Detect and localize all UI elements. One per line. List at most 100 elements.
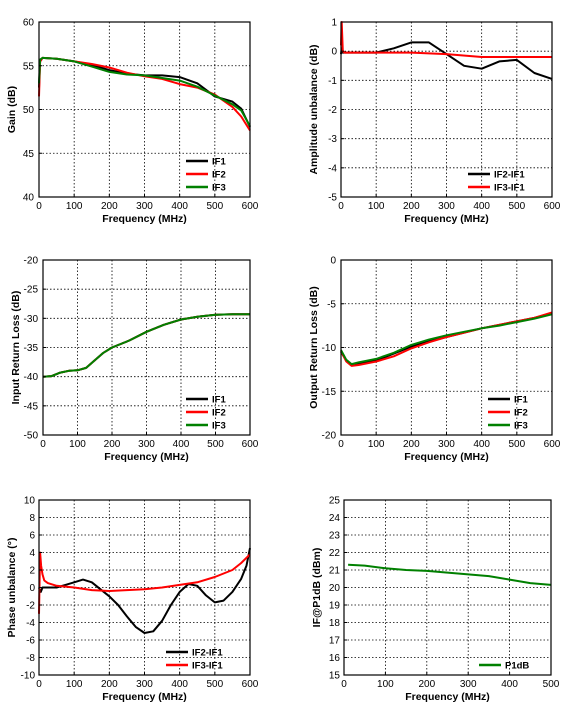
y-tick-label: 23 — [329, 531, 341, 542]
x-tick-label: 200 — [418, 679, 435, 690]
legend-label-if2: IF2 — [514, 408, 528, 419]
series-line-if3 — [42, 313, 250, 378]
x-axis-label: Frequency (MHz) — [404, 213, 489, 225]
series-line-if3 — [340, 313, 553, 366]
y-tick-label: 50 — [23, 105, 35, 116]
y-tick-label: 8 — [29, 513, 35, 524]
y-tick-label: -1 — [328, 76, 337, 87]
legend-label-p1db: P1dB — [505, 661, 529, 672]
x-tick-label: 200 — [403, 201, 420, 212]
x-tick-label: 600 — [544, 439, 561, 450]
legend-label-if3: IF3 — [514, 421, 528, 432]
phase-unbalance-chart: 0 100 200 300 400 500 600 -10 -8 -6 -4 -2 0 2 4 6 8 10 Fre… — [6, 496, 259, 704]
x-tick-label: 200 — [101, 201, 118, 212]
y-tick-label: -4 — [328, 163, 337, 174]
y-tick-label: 55 — [23, 61, 35, 72]
y-tick-label: -15 — [322, 387, 337, 398]
y-tick-label: -2 — [328, 105, 337, 116]
y-tick-label: 25 — [329, 496, 341, 507]
y-tick-label: -35 — [24, 343, 39, 354]
legend-label-if3-if1: IF3-IF1 — [192, 661, 223, 672]
x-tick-label: 600 — [544, 201, 561, 212]
y-tick-label: -20 — [24, 256, 39, 267]
amplitude-unbalance-chart: 0 100 200 300 400 500 600 -5 -4 -3 -2 -1 0 1 Frequency… — [308, 18, 561, 226]
y-tick-label: -5 — [327, 299, 336, 310]
input-return-loss-chart: 0 100 200 300 400 500 600 -50 -45 -40 -35 -30 -25 -20… — [10, 256, 259, 464]
y-tick-label: 10 — [24, 496, 36, 507]
x-tick-label: 100 — [368, 201, 385, 212]
y-tick-label: 24 — [329, 513, 341, 524]
y-tick-label: -3 — [328, 134, 337, 145]
x-tick-label: 400 — [501, 679, 518, 690]
y-tick-label: 1 — [331, 18, 337, 29]
x-axis-label: Frequency (MHz) — [404, 451, 489, 463]
y-tick-label: 17 — [329, 636, 341, 647]
x-tick-label: 200 — [101, 679, 118, 690]
x-tick-label: 0 — [36, 201, 42, 212]
x-tick-label: 400 — [473, 439, 490, 450]
p1db-chart: 0 100 200 300 400 500 15 16 17 18 19 20 21 22 23 24 25 Fr… — [311, 496, 560, 704]
y-tick-label: 2 — [29, 566, 35, 577]
x-tick-label: 100 — [368, 439, 385, 450]
legend-label-if3-if1: IF3-IF1 — [494, 183, 525, 194]
x-tick-label: 300 — [136, 679, 153, 690]
x-tick-label: 600 — [242, 679, 259, 690]
y-tick-label: 20 — [329, 583, 341, 594]
x-tick-label: 400 — [171, 201, 188, 212]
y-tick-label: -10 — [21, 671, 36, 682]
x-tick-label: 0 — [36, 679, 42, 690]
legend-label-if3: IF3 — [212, 183, 226, 194]
x-tick-label: 400 — [173, 439, 190, 450]
series-line-if3 — [38, 56, 251, 127]
x-tick-label: 300 — [438, 201, 455, 212]
y-tick-label: -45 — [24, 401, 39, 412]
x-tick-label: 300 — [460, 679, 477, 690]
legend-label-if1: IF1 — [212, 395, 226, 406]
x-tick-label: 500 — [206, 679, 223, 690]
y-axis-label: IF@P1dB (dBm) — [311, 548, 323, 628]
y-tick-label: -2 — [26, 601, 35, 612]
x-tick-label: 400 — [473, 201, 490, 212]
legend-label-if1: IF1 — [514, 395, 528, 406]
x-tick-label: 300 — [438, 439, 455, 450]
gain-chart: 0 100 200 300 400 500 600 40 45 50 55 60 Frequency (… — [6, 18, 259, 226]
legend-label-if3: IF3 — [212, 421, 226, 432]
x-tick-label: 0 — [338, 439, 344, 450]
x-tick-label: 600 — [242, 201, 259, 212]
x-tick-label: 500 — [508, 201, 525, 212]
y-tick-label: 0 — [29, 583, 35, 594]
output-return-loss-chart: 0 100 200 300 400 500 600 -20 -15 -10 -5 0 Frequency… — [308, 256, 561, 464]
y-tick-label: 60 — [23, 18, 35, 29]
x-axis-label: Frequency (MHz) — [405, 691, 490, 703]
series-line-if3-if1 — [38, 551, 251, 614]
x-axis-label: Frequency (MHz) — [104, 451, 189, 463]
y-tick-label: -20 — [322, 431, 337, 442]
x-tick-label: 200 — [403, 439, 420, 450]
x-tick-label: 500 — [206, 201, 223, 212]
y-tick-label: -6 — [26, 636, 35, 647]
x-tick-label: 600 — [242, 439, 259, 450]
x-tick-label: 100 — [69, 439, 86, 450]
y-axis-label: Output Return Loss (dB) — [308, 286, 320, 408]
y-tick-label: -4 — [26, 618, 35, 629]
y-tick-label: -30 — [24, 314, 39, 325]
x-axis-label: Frequency (MHz) — [102, 691, 187, 703]
x-tick-label: 500 — [207, 439, 224, 450]
y-axis-label: Input Return Loss (dB) — [10, 291, 22, 405]
x-tick-label: 100 — [66, 679, 83, 690]
x-tick-label: 200 — [104, 439, 121, 450]
x-tick-label: 500 — [543, 679, 560, 690]
x-tick-label: 0 — [40, 439, 46, 450]
x-axis-label: Frequency (MHz) — [102, 213, 187, 225]
y-tick-label: -10 — [322, 343, 337, 354]
legend-label-if2-if1: IF2-IF1 — [494, 170, 525, 181]
x-tick-label: 400 — [171, 679, 188, 690]
y-tick-label: 4 — [29, 548, 35, 559]
y-tick-label: -5 — [328, 193, 337, 204]
y-axis-label: Phase unbalance (°) — [6, 538, 18, 638]
y-tick-label: 6 — [29, 531, 35, 542]
x-tick-label: 0 — [341, 679, 347, 690]
y-axis-label: Amplitude unbalance (dB) — [308, 44, 320, 174]
y-tick-label: -8 — [26, 653, 35, 664]
